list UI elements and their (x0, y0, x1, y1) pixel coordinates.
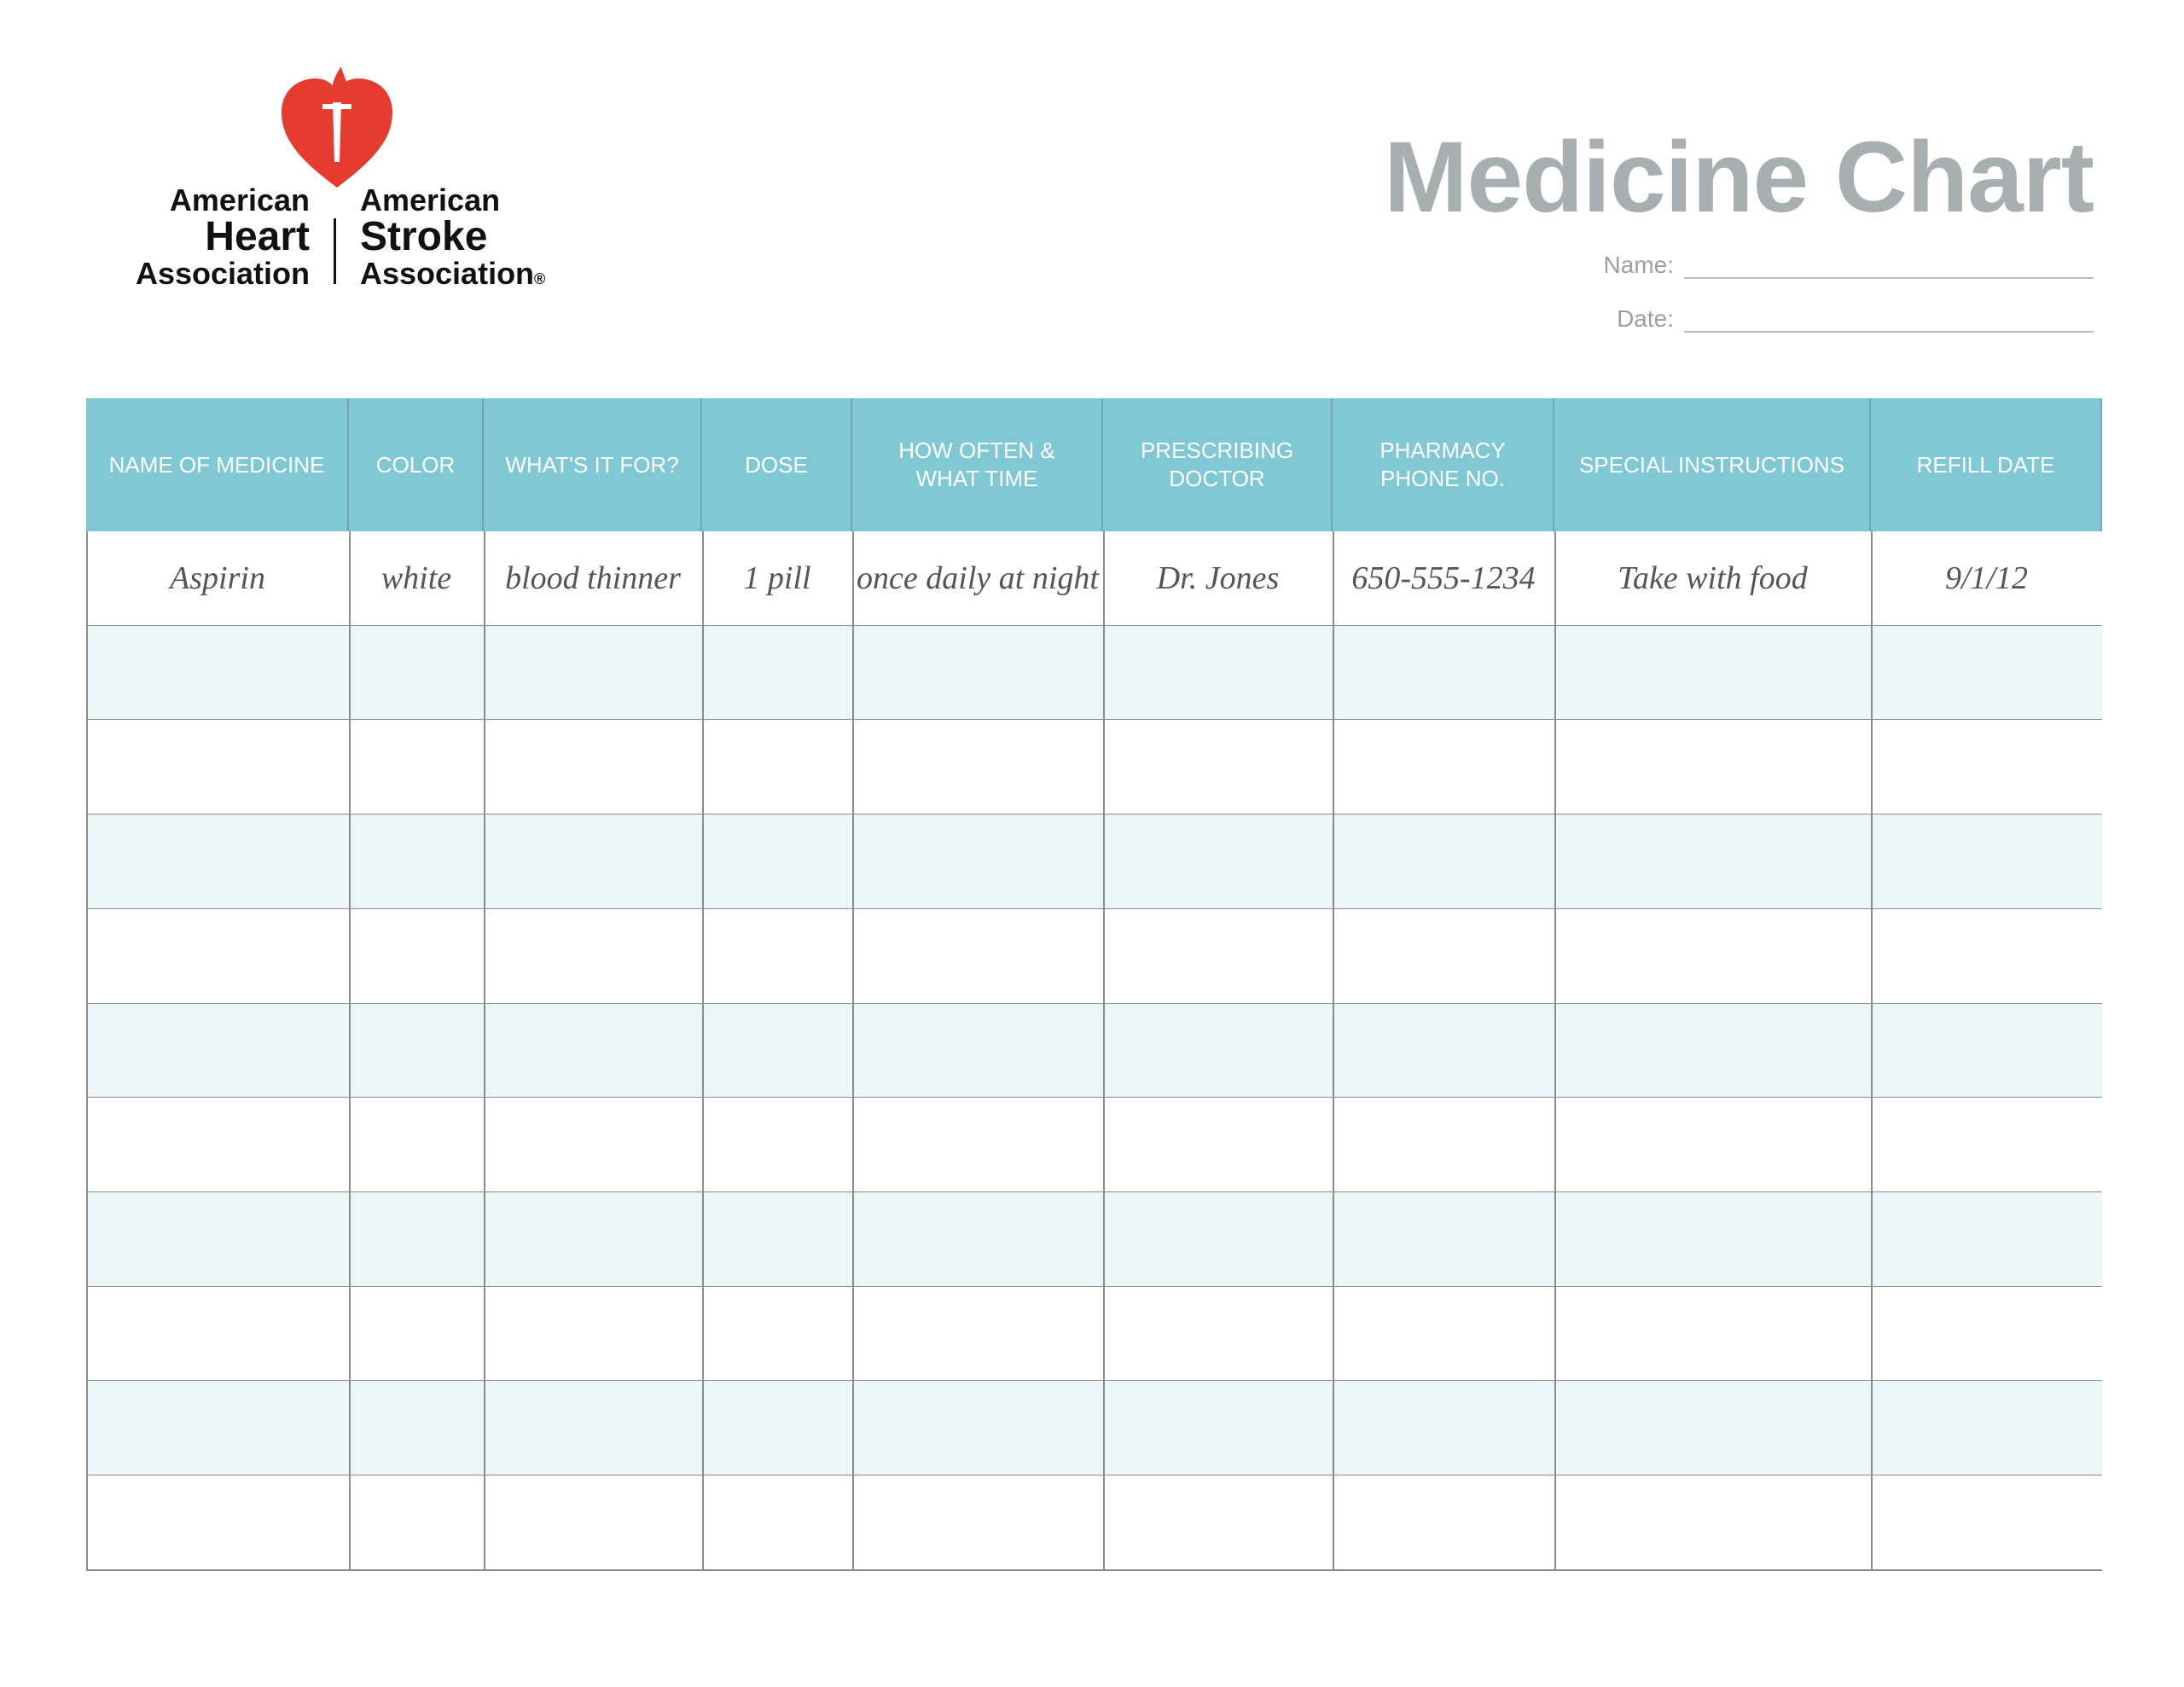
header-line: REFILL DATE (1916, 451, 2055, 478)
column-header: PRESCRIBING DOCTOR (1103, 398, 1333, 531)
row-bg (86, 1475, 2102, 1570)
header-line: WHAT'S IT FOR? (505, 451, 679, 478)
col-line (349, 531, 351, 1570)
logo-text: American (360, 183, 501, 217)
row-bg (86, 1098, 2102, 1192)
cell-text: blood thinner (505, 560, 681, 597)
cell-text: Aspirin (170, 560, 265, 597)
row-bg (86, 815, 2102, 909)
col-line (1333, 531, 1334, 1570)
row-line (86, 1568, 2102, 1571)
col-line (1871, 531, 1873, 1570)
cell-text: 1 pill (743, 560, 811, 597)
col-line (852, 531, 854, 1570)
column-header: NAME OF MEDICINE (86, 398, 349, 531)
header-line: HOW OFTEN & (898, 438, 1055, 463)
header-line: DOCTOR (1169, 466, 1265, 491)
header-line: SPECIAL INSTRUCTIONS (1578, 451, 1845, 478)
column-header: REFILL DATE (1871, 398, 2102, 531)
logo-text: Association (360, 256, 535, 291)
column-header: PHARMACY PHONE NO. (1333, 398, 1554, 531)
header-line: PRESCRIBING (1140, 438, 1294, 463)
logo-text: American (169, 183, 310, 217)
cell-text: 9/1/12 (1944, 560, 2029, 597)
row-bg (86, 1381, 2102, 1475)
cell-text: Take with food (1618, 560, 1808, 597)
row-bg (86, 1191, 2102, 1287)
col-line (702, 531, 704, 1570)
header-line: WHAT TIME (915, 466, 1038, 491)
header-line: PHARMACY (1380, 438, 1506, 463)
logo-left: American Heart Association (136, 183, 310, 292)
name-field: Name: (1450, 252, 2094, 286)
logo-right: American Stroke Association® (360, 183, 545, 292)
header-line: PHONE NO. (1380, 466, 1505, 491)
col-line (86, 531, 88, 1570)
column-header: COLOR (349, 398, 484, 531)
row-bg (86, 1286, 2102, 1382)
row-bg (86, 531, 2102, 626)
logo-heart (282, 67, 392, 188)
col-line (1103, 531, 1105, 1570)
row-bg (86, 720, 2102, 815)
header-line: NAME OF MEDICINE (108, 451, 325, 478)
field-label: Date: (1617, 305, 1674, 332)
header-line: COLOR (375, 451, 456, 478)
column-header: DOSE (702, 398, 852, 531)
row-bg (86, 625, 2102, 721)
row-bg (86, 1003, 2102, 1099)
col-line (1554, 531, 1556, 1570)
row-bg (86, 908, 2102, 1004)
cell-text: 650-555-1234 (1351, 560, 1536, 597)
column-header: HOW OFTEN & WHAT TIME (852, 398, 1103, 531)
field-label: Name: (1603, 252, 1674, 278)
cell-text: white (380, 560, 452, 597)
logo-text: Association (135, 256, 310, 291)
logo-divider (334, 218, 336, 284)
medicine-table: NAME OF MEDICINE COLOR WHAT'S IT FOR? DOSE H… (86, 398, 2102, 1571)
title: Medicine Chart (1384, 121, 2094, 234)
cell-text: Dr. Jones (1156, 560, 1280, 597)
logo-text: Heart (205, 214, 310, 259)
logo-mark: ® (534, 270, 546, 287)
cell-text: once daily at night (857, 560, 1099, 597)
column-header: WHAT'S IT FOR? (484, 398, 702, 531)
column-header: SPECIAL INSTRUCTIONS (1554, 398, 1871, 531)
header-line: DOSE (745, 451, 808, 478)
logo-text: Stroke (360, 214, 488, 259)
col-line (484, 531, 485, 1570)
date-field: Date: (1450, 305, 2094, 339)
